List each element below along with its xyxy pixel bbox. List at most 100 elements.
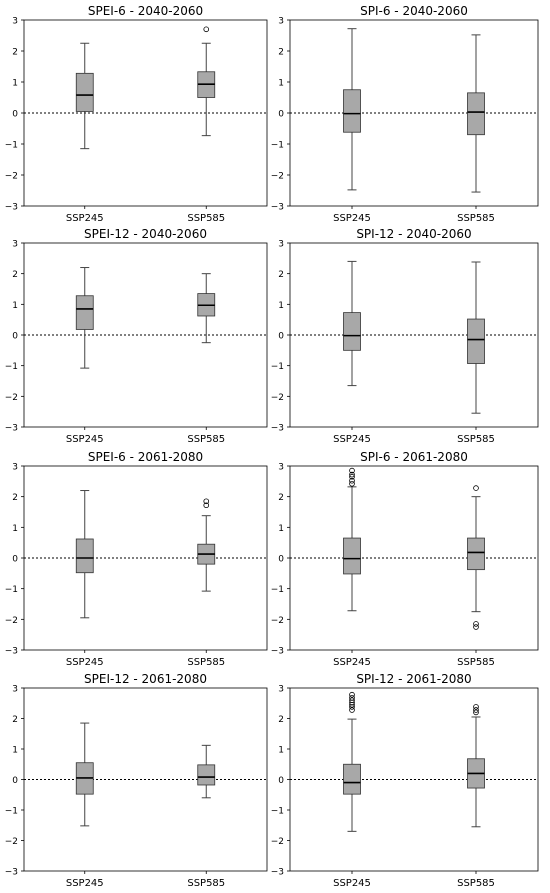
- y-tick-label: 2: [278, 493, 284, 503]
- y-tick-label: −1: [271, 807, 284, 817]
- box: [75, 538, 94, 574]
- y-tick-label: −2: [5, 616, 18, 626]
- x-tick-label: SSP585: [457, 434, 495, 445]
- x-tick-label: SSP585: [457, 213, 495, 224]
- y-tick-label: 2: [12, 715, 18, 725]
- outlier-point: [473, 621, 479, 627]
- y-tick-label: 2: [12, 270, 18, 280]
- y-tick-label: −2: [271, 616, 284, 626]
- box: [343, 763, 361, 795]
- x-tick-label: SSP245: [66, 434, 104, 445]
- box: [467, 537, 485, 571]
- box: [343, 89, 361, 133]
- x-tick-label: SSP585: [457, 878, 495, 889]
- y-tick-label: 1: [278, 301, 284, 311]
- x-tick-label: SSP585: [187, 878, 225, 889]
- y-tick-label: −1: [271, 141, 284, 151]
- chart-panel: SPI-6 - 2061-2080 −3 −2 −1 0 1 2 3 SSP245 SSP585: [271, 450, 539, 668]
- box: [197, 764, 216, 786]
- chart-title: SPI-6 - 2040-2060: [360, 4, 468, 18]
- y-tick-label: 0: [12, 110, 18, 120]
- y-tick-label: 3: [12, 463, 18, 473]
- y-tick-label: 2: [278, 715, 284, 725]
- y-tick-label: 0: [12, 776, 18, 786]
- outlier-point: [349, 467, 355, 474]
- x-tick-label: SSP245: [66, 213, 104, 224]
- x-tick-label: SSP585: [187, 213, 225, 224]
- x-tick-label: SSP245: [333, 434, 371, 445]
- outlier-point: [349, 477, 355, 484]
- y-tick-label: 3: [278, 240, 284, 250]
- x-tick-label: SSP245: [333, 878, 371, 889]
- y-tick-label: −3: [5, 647, 18, 657]
- chart-title: SPEI-12 - 2061-2080: [84, 672, 207, 686]
- y-tick-label: 3: [12, 17, 18, 27]
- y-tick-label: 1: [12, 524, 18, 534]
- chart-title: SPI-6 - 2061-2080: [360, 450, 468, 464]
- chart-panel: SPEI-6 - 2061-2080 −3 −2 −1 0 1 2 3 SSP245 SSP585: [5, 450, 268, 668]
- box: [343, 312, 361, 351]
- y-tick-label: −3: [5, 203, 18, 213]
- outlier-point: [473, 707, 479, 713]
- outlier-point: [349, 480, 355, 487]
- y-tick-label: −2: [5, 393, 18, 403]
- chart-panel: SPEI-12 - 2040-2060 −3 −2 −1 0 1 2 3 SSP245 SSP58…: [5, 227, 268, 445]
- y-tick-label: 0: [278, 110, 284, 120]
- y-tick-label: −1: [271, 362, 284, 372]
- y-tick-label: −2: [271, 172, 284, 182]
- y-tick-label: 0: [278, 332, 284, 342]
- y-tick-label: −2: [5, 837, 18, 847]
- x-tick-label: SSP245: [333, 657, 371, 668]
- x-tick-label: SSP245: [66, 878, 104, 889]
- x-tick-label: SSP245: [66, 657, 104, 668]
- y-tick-label: −1: [5, 141, 18, 151]
- box: [75, 72, 94, 112]
- chart-title: SPI-12 - 2061-2080: [356, 672, 471, 686]
- y-tick-label: 0: [278, 776, 284, 786]
- y-tick-label: −1: [271, 585, 284, 595]
- x-tick-label: SSP585: [187, 657, 225, 668]
- y-tick-label: 0: [12, 555, 18, 565]
- chart-title: SPEI-12 - 2040-2060: [84, 227, 207, 241]
- y-tick-label: 3: [278, 685, 284, 695]
- x-tick-label: SSP585: [187, 434, 225, 445]
- y-tick-label: 0: [12, 332, 18, 342]
- y-tick-label: 2: [12, 493, 18, 503]
- y-tick-label: 3: [12, 240, 18, 250]
- y-tick-label: 2: [278, 270, 284, 280]
- box: [467, 318, 485, 364]
- y-tick-label: −3: [5, 424, 18, 434]
- y-tick-label: −1: [5, 585, 18, 595]
- outlier-point: [473, 485, 479, 491]
- outlier-point: [203, 26, 210, 33]
- y-tick-label: 1: [12, 79, 18, 89]
- chart-panel: SPI-12 - 2040-2060 −3 −2 −1 0 1 2 3 SSP245 SSP585: [271, 227, 539, 445]
- y-tick-label: −1: [5, 362, 18, 372]
- outlier-point: [349, 471, 355, 478]
- y-tick-label: 3: [12, 685, 18, 695]
- y-tick-label: 1: [278, 79, 284, 89]
- y-tick-label: 3: [278, 17, 284, 27]
- y-tick-label: 2: [278, 48, 284, 58]
- box: [467, 92, 485, 136]
- y-tick-label: −1: [5, 807, 18, 817]
- outlier-point: [473, 709, 479, 716]
- chart-panel: SPI-6 - 2040-2060 −3 −2 −1 0 1 2 3 SSP245 SSP585: [271, 4, 539, 224]
- outlier-point: [473, 704, 479, 710]
- chart-title: SPEI-6 - 2040-2060: [88, 4, 203, 18]
- y-tick-label: 0: [278, 555, 284, 565]
- y-tick-label: 2: [12, 48, 18, 58]
- y-tick-label: 1: [12, 301, 18, 311]
- outlier-point: [203, 502, 210, 509]
- outlier-point: [473, 624, 479, 630]
- x-tick-label: SSP245: [333, 213, 371, 224]
- box: [75, 295, 94, 330]
- chart-title: SPEI-6 - 2061-2080: [88, 450, 203, 464]
- y-tick-label: −3: [271, 647, 284, 657]
- y-tick-label: −2: [271, 393, 284, 403]
- outlier-point: [349, 697, 355, 703]
- y-tick-label: −2: [5, 172, 18, 182]
- y-tick-label: −3: [271, 203, 284, 213]
- y-tick-label: −2: [271, 837, 284, 847]
